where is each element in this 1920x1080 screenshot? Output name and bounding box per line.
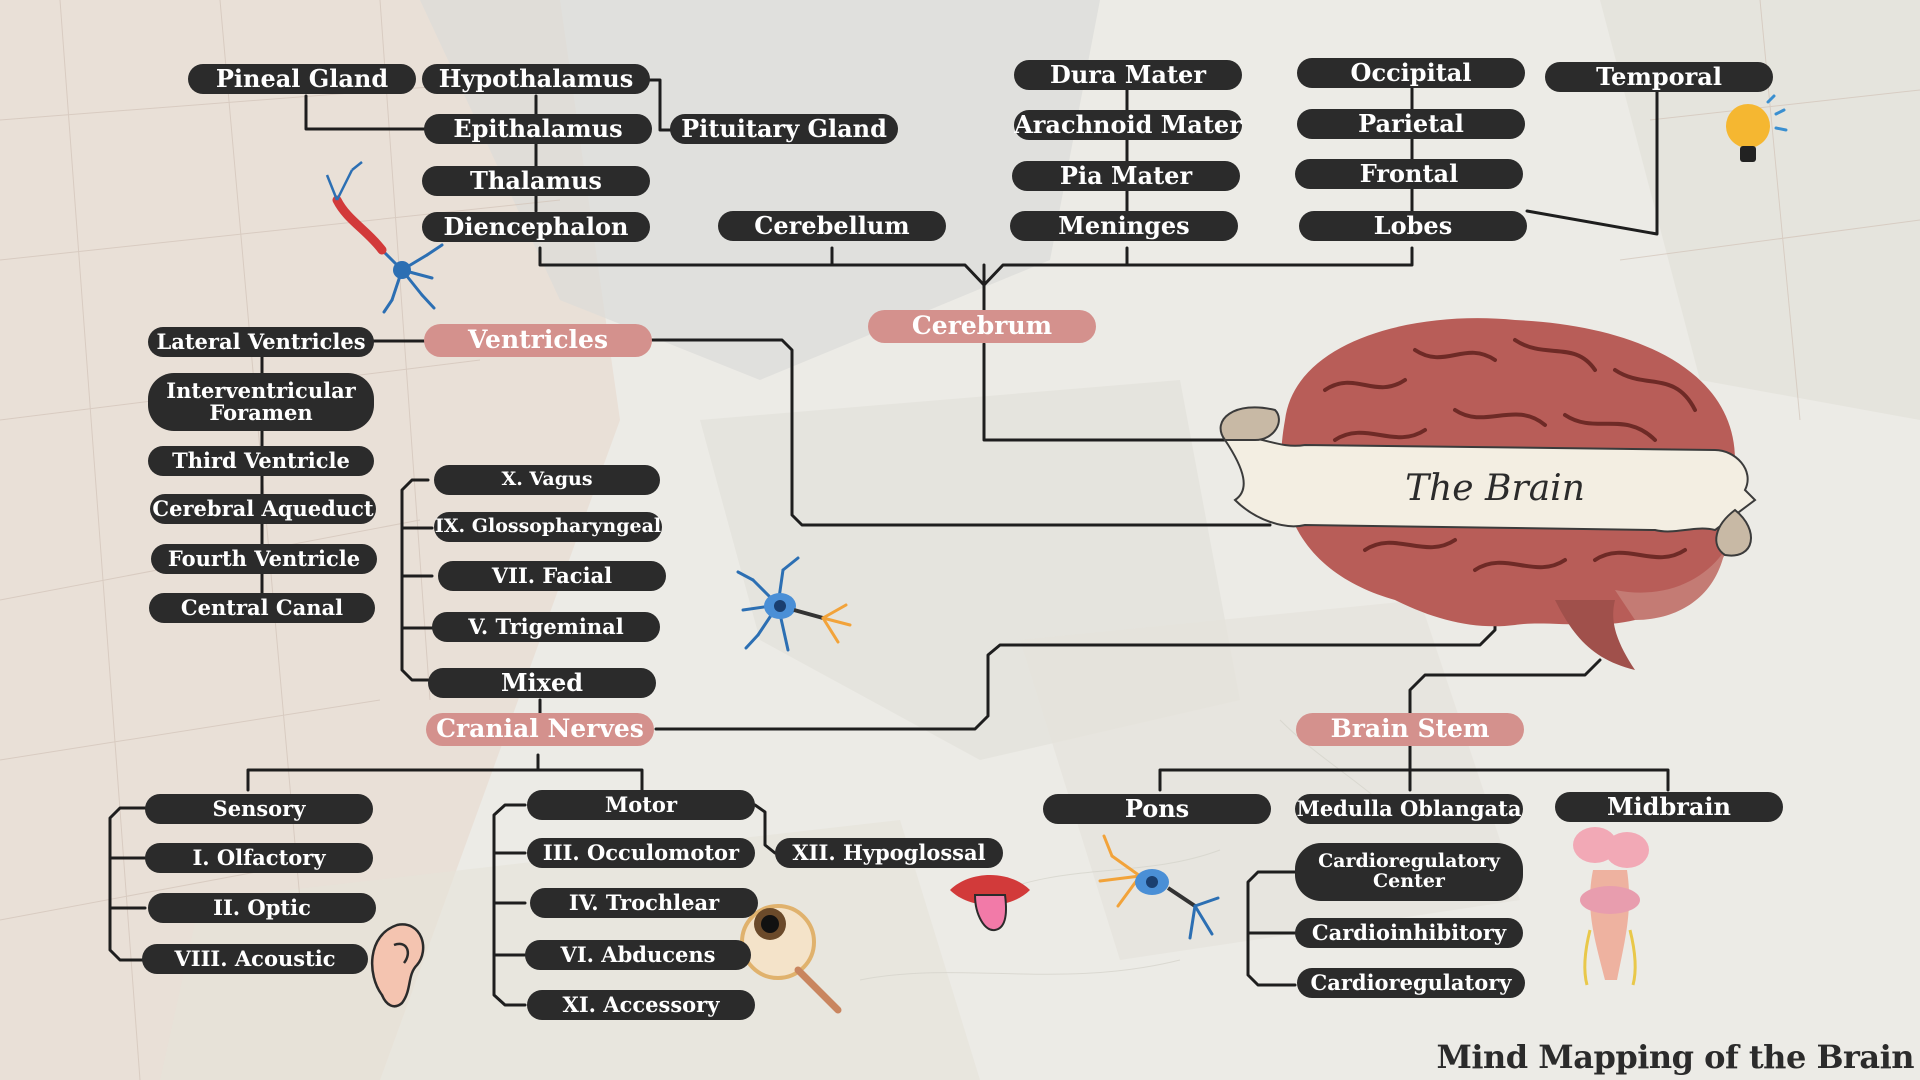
neuron-icon: [325, 161, 444, 314]
node-sensory[interactable]: Sensory: [145, 794, 373, 824]
ear-icon: [370, 923, 425, 1008]
node-cardioinhibitory[interactable]: Cardioinhibitory: [1295, 918, 1523, 948]
node-lobes[interactable]: Lobes: [1299, 211, 1527, 241]
node-dura-mater[interactable]: Dura Mater: [1014, 60, 1242, 90]
node-optic[interactable]: II. Optic: [148, 893, 376, 923]
node-facial[interactable]: VII. Facial: [438, 561, 666, 591]
node-trochlear[interactable]: IV. Trochlear: [530, 888, 758, 918]
node-motor[interactable]: Motor: [527, 790, 755, 820]
node-diencephalon[interactable]: Diencephalon: [422, 212, 650, 242]
neuron-icon: [1098, 834, 1220, 940]
node-hypoglossal[interactable]: XII. Hypoglossal: [775, 838, 1003, 868]
node-central-canal[interactable]: Central Canal: [149, 593, 375, 623]
neuron-icon: [736, 556, 852, 652]
node-cerebral-aqueduct[interactable]: Cerebral Aqueduct: [150, 494, 376, 524]
node-pineal-gland[interactable]: Pineal Gland: [188, 64, 416, 94]
node-ventricles[interactable]: Ventricles: [424, 324, 652, 357]
node-cerebellum[interactable]: Cerebellum: [718, 211, 946, 241]
node-cardioregulatory-center[interactable]: Cardioregulatory Center: [1295, 843, 1523, 901]
node-lateral-ventricles[interactable]: Lateral Ventricles: [148, 327, 374, 357]
node-meninges[interactable]: Meninges: [1010, 211, 1238, 241]
node-midbrain[interactable]: Midbrain: [1555, 792, 1783, 822]
node-abducens[interactable]: VI. Abducens: [525, 940, 751, 970]
eyeball-icon: [740, 904, 842, 1014]
node-accessory[interactable]: XI. Accessory: [527, 990, 755, 1020]
node-parietal[interactable]: Parietal: [1297, 109, 1525, 139]
node-pons[interactable]: Pons: [1043, 794, 1271, 824]
node-hypothalamus[interactable]: Hypothalamus: [422, 64, 650, 94]
node-frontal[interactable]: Frontal: [1295, 159, 1523, 189]
node-epithalamus[interactable]: Epithalamus: [424, 114, 652, 144]
brainstem-illustration: [1573, 827, 1649, 986]
node-glossopharyngeal[interactable]: IX. Glossopharyngeal: [434, 512, 662, 542]
node-arachnoid-mater[interactable]: Arachnoid Mater: [1014, 110, 1242, 140]
mouth-icon: [950, 875, 1030, 932]
node-cardioregulatory[interactable]: Cardioregulatory: [1297, 968, 1525, 998]
node-medulla-oblangata[interactable]: Medulla Oblangata: [1295, 794, 1523, 824]
node-cranial-nerves[interactable]: Cranial Nerves: [426, 713, 654, 746]
node-pia-mater[interactable]: Pia Mater: [1012, 161, 1240, 191]
node-temporal[interactable]: Temporal: [1545, 62, 1773, 92]
node-cerebrum[interactable]: Cerebrum: [868, 310, 1096, 343]
node-fourth-ventricle[interactable]: Fourth Ventricle: [151, 544, 377, 574]
node-brain-stem[interactable]: Brain Stem: [1296, 713, 1524, 746]
node-acoustic[interactable]: VIII. Acoustic: [142, 944, 368, 974]
brain-illustration: The Brain: [1219, 318, 1757, 670]
node-mixed[interactable]: Mixed: [428, 668, 656, 698]
node-interventricular-foramen[interactable]: Interventricular Foramen: [148, 373, 374, 431]
node-vagus[interactable]: X. Vagus: [434, 465, 660, 495]
node-trigeminal[interactable]: V. Trigeminal: [432, 612, 660, 642]
node-pituitary-gland[interactable]: Pituitary Gland: [670, 114, 898, 144]
node-third-ventricle[interactable]: Third Ventricle: [148, 446, 374, 476]
node-olfactory[interactable]: I. Olfactory: [145, 843, 373, 873]
footer-title: Mind Mapping of the Brain: [1436, 1038, 1914, 1076]
brain-title: The Brain: [1405, 468, 1585, 509]
node-thalamus[interactable]: Thalamus: [422, 166, 650, 196]
node-occipital[interactable]: Occipital: [1297, 58, 1525, 88]
lightbulb-icon: [1726, 94, 1788, 162]
node-occulomotor[interactable]: III. Occulomotor: [527, 838, 755, 868]
